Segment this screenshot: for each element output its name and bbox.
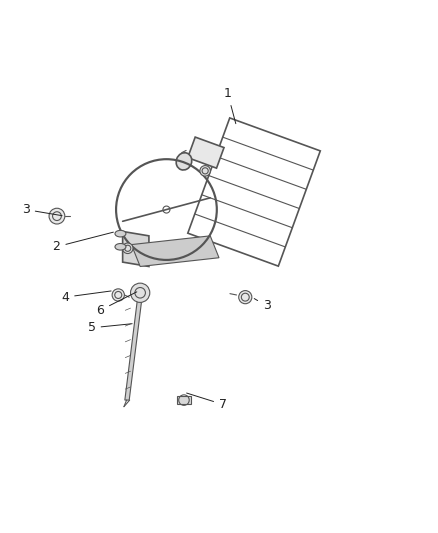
Circle shape [239,290,252,304]
Text: 6: 6 [96,292,137,317]
Text: 2: 2 [53,232,113,253]
Circle shape [131,283,150,302]
Text: 1: 1 [224,87,236,124]
Polygon shape [131,236,219,266]
Polygon shape [177,395,191,405]
Polygon shape [188,137,224,168]
Circle shape [112,289,124,301]
Text: 7: 7 [187,393,227,411]
Ellipse shape [176,153,192,170]
Text: 5: 5 [88,321,132,334]
Polygon shape [125,295,142,400]
Circle shape [123,243,133,254]
Circle shape [49,208,65,224]
Text: 4: 4 [61,290,111,304]
Ellipse shape [115,244,126,250]
Polygon shape [123,231,149,266]
Circle shape [200,166,210,176]
Ellipse shape [115,230,126,237]
Text: 3: 3 [254,298,271,312]
Text: 3: 3 [22,203,62,216]
